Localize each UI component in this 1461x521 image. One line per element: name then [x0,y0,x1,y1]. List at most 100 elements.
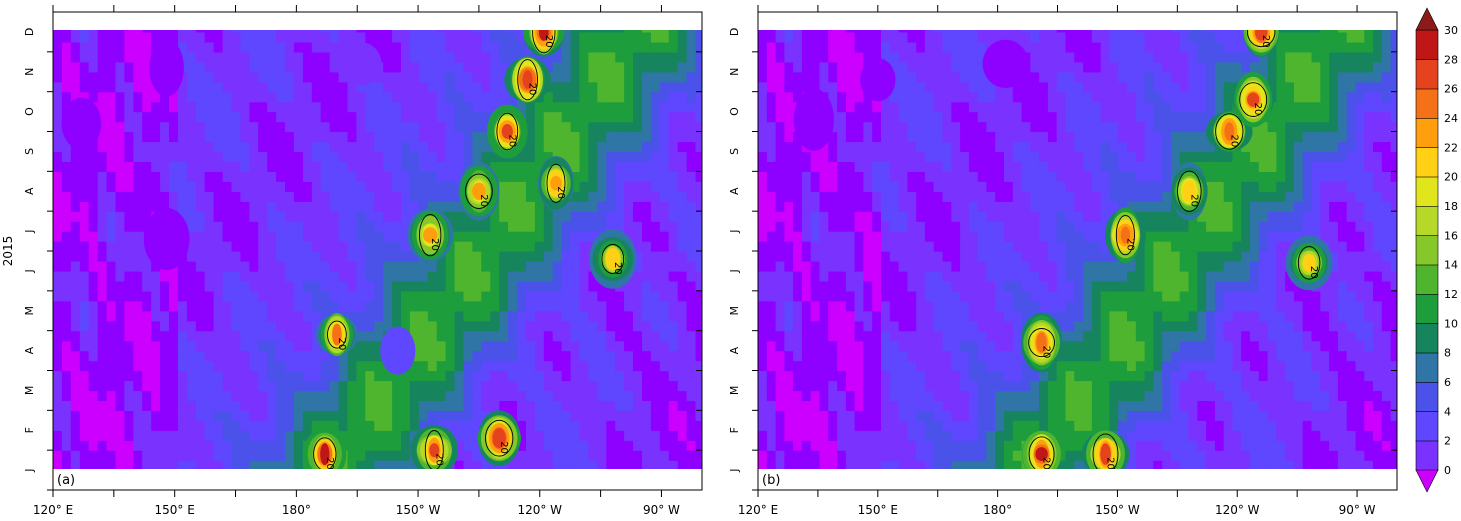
heatmap-feature [380,327,415,375]
y-tick-label: M [728,386,741,396]
colorbar-tick-label: 20 [1444,171,1458,184]
colorbar-tick-label: 8 [1444,347,1451,360]
blank-bottom-margin [758,469,1397,490]
y-tick-label: J [23,468,36,472]
contour-label: 20 [555,186,566,199]
heatmap-field: 20 20 20 20 20 20 20 20 20 20 20 [53,7,714,480]
colorbar-segment [1416,265,1438,295]
colorbar-segment [1416,89,1438,119]
panel-label: (b) [762,473,780,488]
contour-label: 20 [429,238,440,251]
contour-label: 20 [433,453,444,466]
heatmap-feature [341,42,381,85]
heatmap-feature [149,39,184,96]
y-tick-label: J [23,269,36,273]
colorbar-tick-label: 10 [1444,317,1458,330]
contour-label: 20 [1041,457,1052,470]
colorbar-tick-label: 4 [1444,405,1451,418]
contour-label: 20 [1260,35,1271,48]
x-tick-label: 150° W [1095,503,1140,517]
colorbar-tick-label: 22 [1444,141,1458,154]
contour-label: 20 [1124,238,1135,251]
contour-label: 20 [498,441,509,454]
y-tick-label: A [728,187,741,195]
heatmap-feature [794,89,834,151]
colorbar-tick-label: 0 [1444,464,1451,477]
y-tick-label: F [23,427,36,433]
y-tick-label: A [23,346,36,354]
colorbar-segment [1416,30,1438,60]
colorbar-segment [1416,353,1438,383]
x-tick-label: 150° W [396,503,441,517]
contour-label: 20 [506,135,517,148]
colorbar-segment [1416,411,1438,441]
colorbar-under-triangle [1416,470,1438,492]
blank-top-margin [53,12,702,30]
contour-label: 20 [1228,135,1239,148]
y-tick-label: S [23,148,36,155]
colorbar-segment [1416,323,1438,353]
x-tick-label: 150° E [155,503,195,517]
blank-top-margin [758,12,1397,30]
colorbar-segment [1416,147,1438,177]
heatmap-field: 20 20 20 20 20 20 20 20 20 [758,7,1409,478]
colorbar-tick-label: 30 [1444,24,1458,37]
y-tick-label: N [23,68,36,76]
y-tick-label: J [728,468,741,472]
colorbar-tick-label: 14 [1444,259,1458,272]
contour-label: 20 [478,194,489,207]
y-tick-label: O [728,107,741,116]
x-tick-label: 120° W [517,503,562,517]
y-tick-label: J [728,269,741,273]
colorbar-segment [1416,441,1438,471]
colorbar-segment [1416,294,1438,324]
heatmap-feature [144,208,190,270]
contour-label: 20 [1105,457,1116,470]
x-tick-label: 150° E [858,503,898,517]
colorbar-over-triangle [1416,8,1438,30]
colorbar-tick-label: 24 [1444,112,1458,125]
colorbar-segment [1416,177,1438,207]
contour-label: 20 [1308,266,1319,279]
y-tick-label: M [23,306,36,316]
x-tick-label: 120° E [33,503,73,517]
colorbar-segment [1416,118,1438,148]
y-tick-label: A [728,346,741,354]
contour-label: 20 [324,457,335,470]
colorbar-tick-label: 2 [1444,435,1451,448]
y-tick-label: J [728,229,741,233]
panel-label: (a) [57,473,75,488]
y-tick-label: M [728,306,741,316]
heatmap-feature [860,58,895,101]
colorbar-tick-label: 12 [1444,288,1458,301]
contour-label: 20 [1188,194,1199,207]
x-tick-label: 180° [983,503,1012,517]
panel-b: 20 20 20 20 20 20 20 20 20 120° E 150° E 180° 150° W… [728,5,1409,517]
blank-bottom-margin [53,469,702,490]
x-tick-label: 120° W [1215,503,1260,517]
contour-label: 20 [1041,346,1052,359]
heatmap-feature [62,98,102,150]
contour-label: 20 [336,338,347,351]
colorbar-tick-label: 28 [1444,53,1458,66]
contour-label: 20 [527,83,538,96]
contour-label: 20 [612,262,623,275]
x-tick-label: 90° W [1339,503,1376,517]
y-tick-label: O [23,107,36,116]
contour-label: 20 [543,35,554,48]
colorbar-segment [1416,235,1438,265]
contour-label: 20 [1252,103,1263,116]
y-axis-label: 2015 [1,236,15,267]
y-tick-label: D [23,28,36,36]
y-tick-label: F [728,427,741,433]
colorbar-tick-label: 6 [1444,376,1451,389]
y-tick-label: M [23,386,36,396]
heatmap-feature [983,40,1029,88]
x-tick-label: 90° W [643,503,680,517]
y-tick-label: A [23,187,36,195]
y-tick-label: J [23,229,36,233]
x-tick-label: 120° E [738,503,778,517]
colorbar-tick-label: 16 [1444,229,1458,242]
